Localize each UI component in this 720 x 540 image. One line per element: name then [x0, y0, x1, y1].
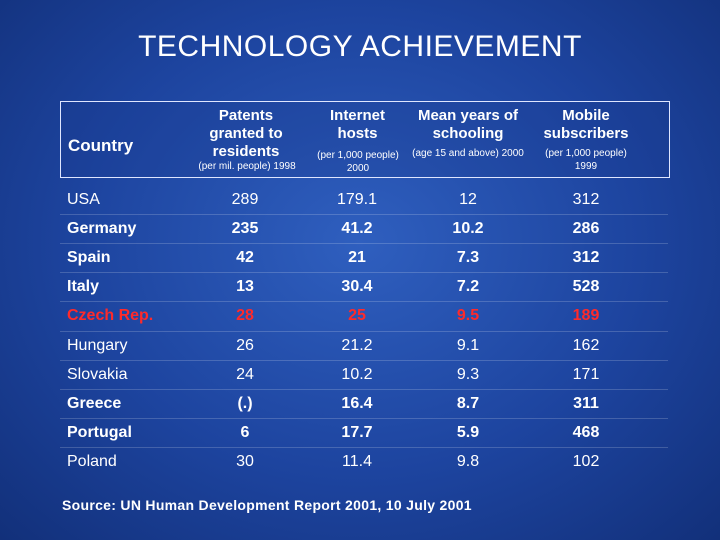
row-divider	[60, 446, 668, 448]
table-row: Portugal 6 17.7 5.9 468	[0, 419, 720, 447]
row-divider	[60, 388, 668, 390]
header-mobile: Mobile subscribers	[543, 107, 629, 142]
cell-patents: 42	[236, 249, 254, 267]
row-divider	[60, 243, 668, 245]
cell-schooling: 9.1	[456, 336, 480, 354]
cell-mobile: 528	[572, 278, 600, 296]
table-header-panel	[60, 101, 670, 178]
cell-internet: 179.1	[336, 191, 378, 208]
header-schooling: Mean years of schooling	[417, 107, 519, 142]
table-row: Czech Rep. 28 25 9.5 189	[0, 302, 720, 330]
cell-mobile: 311	[573, 394, 599, 412]
header-mobile-sub: (per 1,000 people) 1999	[545, 148, 627, 172]
cell-country: Poland	[67, 452, 117, 470]
cell-patents: 24	[236, 365, 254, 383]
cell-internet: 25	[348, 307, 366, 325]
table-row: Poland 30 11.4 9.8 102	[0, 448, 720, 476]
cell-schooling: 12	[459, 191, 477, 208]
cell-mobile: 312	[572, 191, 600, 208]
source-note: Source: UN Human Development Report 2001…	[62, 497, 472, 513]
table-row: Germany 235 41.2 10.2 286	[0, 215, 720, 243]
cell-patents: (.)	[237, 394, 253, 412]
header-patents-sub: (per mil. people) 1998	[198, 161, 296, 172]
cell-mobile: 102	[572, 452, 600, 470]
header-internet: Internet hosts	[329, 107, 385, 142]
table-row: Italy 13 30.4 7.2 528	[0, 273, 720, 301]
table-row: Slovakia 24 10.2 9.3 171	[0, 361, 720, 389]
cell-schooling: 9.5	[456, 307, 480, 325]
cell-internet: 11.4	[342, 452, 372, 470]
cell-internet: 10.2	[341, 365, 373, 383]
cell-schooling: 9.3	[456, 365, 480, 383]
header-patents: Patents granted to residents	[209, 107, 283, 160]
cell-schooling: 7.3	[456, 249, 480, 267]
row-divider	[60, 214, 668, 216]
cell-mobile: 171	[572, 365, 600, 383]
cell-schooling: 7.2	[456, 278, 480, 296]
cell-internet: 21	[348, 249, 366, 267]
cell-country: Slovakia	[67, 365, 128, 383]
header-schooling-sub: (age 15 and above) 2000	[412, 148, 524, 159]
table-row: Spain 42 21 7.3 312	[0, 244, 720, 272]
table-row: Hungary 26 21.2 9.1 162	[0, 332, 720, 360]
cell-country: Portugal	[67, 423, 132, 441]
row-divider	[60, 272, 668, 274]
cell-country: Greece	[67, 394, 122, 412]
cell-patents: 26	[236, 336, 254, 354]
cell-schooling: 5.9	[456, 423, 480, 441]
header-country: Country	[68, 136, 134, 155]
cell-schooling: 10.2	[452, 220, 484, 238]
cell-schooling: 9.8	[456, 452, 480, 470]
cell-mobile: 468	[572, 423, 600, 441]
table-row: USA 289 179.1 12 312	[0, 186, 720, 214]
cell-patents: 13	[236, 278, 254, 296]
cell-country: Czech Rep.	[67, 307, 154, 325]
cell-internet: 16.4	[341, 394, 373, 412]
slide-title: TECHNOLOGY ACHIEVEMENT	[138, 30, 582, 63]
row-divider	[60, 417, 668, 419]
cell-internet: 17.7	[341, 423, 373, 441]
cell-patents: 235	[231, 220, 259, 238]
cell-mobile: 312	[572, 249, 600, 267]
cell-mobile: 162	[572, 336, 600, 354]
cell-schooling: 8.7	[456, 394, 480, 412]
cell-country: Germany	[67, 220, 137, 238]
cell-internet: 21.2	[341, 336, 373, 354]
cell-country: Spain	[67, 249, 111, 267]
row-divider	[60, 301, 668, 303]
cell-internet: 41.2	[341, 220, 373, 238]
cell-patents: 28	[236, 307, 254, 325]
row-divider	[60, 359, 668, 361]
cell-patents: 289	[231, 191, 259, 208]
cell-patents: 30	[236, 452, 254, 470]
cell-country: Italy	[67, 278, 100, 296]
row-divider	[60, 330, 668, 332]
cell-internet: 30.4	[341, 278, 373, 296]
table-row: Greece (.) 16.4 8.7 311	[0, 390, 720, 418]
header-internet-sub: (per 1,000 people) 2000	[317, 150, 399, 174]
cell-patents: 6	[240, 423, 250, 441]
cell-country: USA	[67, 191, 100, 208]
cell-mobile: 189	[572, 307, 600, 325]
cell-country: Hungary	[67, 336, 128, 354]
cell-mobile: 286	[572, 220, 600, 238]
